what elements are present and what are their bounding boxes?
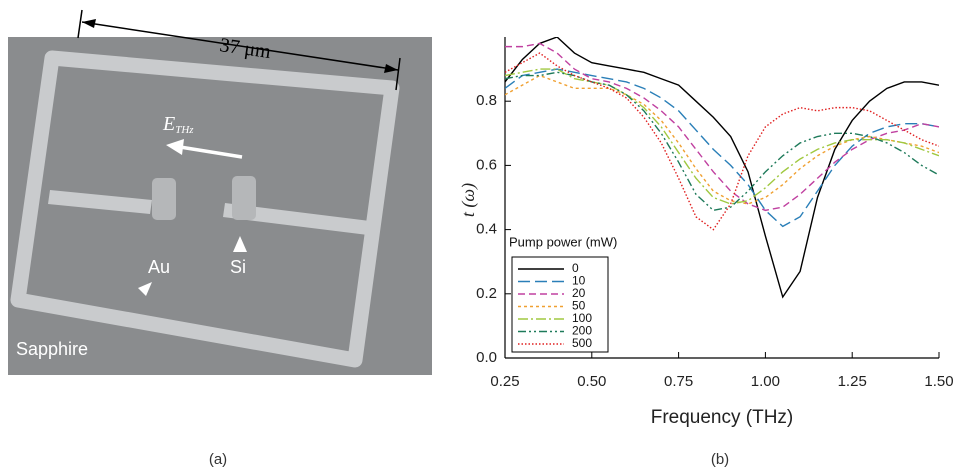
x-tick-label: 0.25: [490, 373, 519, 390]
series-line: [505, 42, 939, 212]
x-tick-label: 1.50: [924, 373, 953, 390]
field-arrow: [179, 145, 243, 159]
substrate-label: Sapphire: [16, 339, 88, 359]
series-line: [505, 52, 939, 231]
legend-label: 0: [572, 261, 579, 275]
scale-end: [395, 57, 401, 91]
left-arm: [48, 190, 152, 214]
legend-title: Pump power (mW): [509, 234, 617, 249]
au-label: Au: [148, 257, 170, 277]
scale-arrowhead: [82, 19, 96, 28]
series-line: [505, 37, 939, 299]
si-pad-left: [152, 178, 176, 220]
caption-a: (a): [209, 451, 227, 468]
x-tick-label: 1.00: [751, 373, 780, 390]
legend-box: [511, 256, 609, 353]
scale-arrowhead: [384, 64, 398, 73]
y-axis-label: t (ω): [458, 183, 479, 217]
field-label: ETHz: [162, 113, 194, 136]
ring-frame: [10, 50, 400, 368]
si-pointer: [233, 236, 247, 252]
series-line: [505, 68, 939, 228]
chart: 0.0 0.2 0.4 0.6 0.8 0.25 0.50 0.75 1.00 1.25 1.50 F…: [458, 37, 954, 468]
legend-label: 50: [572, 299, 586, 313]
si-label: Si: [230, 257, 246, 277]
x-tick-label: 0.50: [577, 373, 606, 390]
field-arrowhead: [166, 139, 184, 155]
right-arm: [223, 203, 378, 236]
field-symbol: E: [162, 113, 175, 135]
scale-end: [77, 9, 83, 39]
au-pointer: [138, 282, 152, 296]
y-tick-label: 0.4: [476, 221, 497, 238]
y-tick-label: 0.6: [476, 156, 497, 173]
y-tick-label: 0.2: [476, 285, 497, 302]
sem-image: 37 μm ETHz Au Si Sapphire: [8, 9, 432, 375]
x-axis-label: Frequency (THz): [651, 407, 794, 428]
y-tick-label: 0.8: [476, 92, 497, 109]
legend-label: 200: [572, 324, 592, 338]
legend-label: 20: [572, 286, 586, 300]
series-line: [505, 68, 939, 205]
series-line: [505, 74, 939, 205]
scale-bar: [81, 21, 399, 71]
si-pad-right: [232, 176, 256, 220]
y-tick-label: 0.0: [476, 349, 497, 366]
series-line: [505, 71, 939, 212]
legend-label: 100: [572, 311, 592, 325]
legend-label: 10: [572, 274, 586, 288]
caption-b: (b): [711, 451, 729, 468]
legend-label: 500: [572, 336, 592, 350]
x-tick-label: 0.75: [664, 373, 693, 390]
field-subscript: THz: [175, 124, 194, 136]
x-tick-label: 1.25: [838, 373, 867, 390]
